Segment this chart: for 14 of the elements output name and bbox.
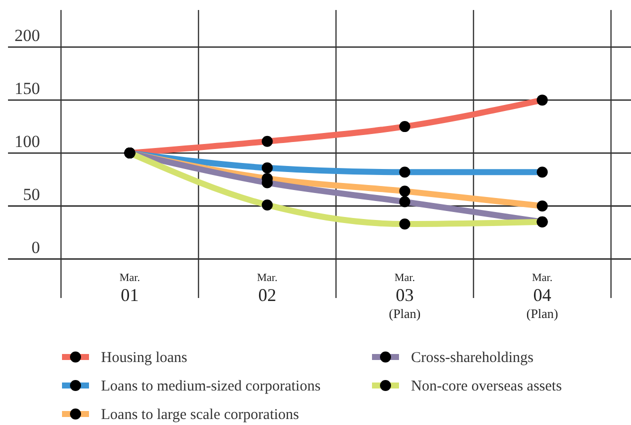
x-tick-label: Mar. 01: [120, 272, 140, 305]
y-tick-label: 50: [23, 185, 40, 204]
x-tick-label: Mar. 04 (Plan): [526, 272, 558, 321]
legend-label: Cross-shareholdings: [411, 350, 534, 366]
y-tick-label: 150: [14, 79, 40, 98]
legend-label: Loans to medium-sized corporations: [101, 378, 321, 394]
y-tick-label: 0: [32, 238, 40, 257]
legend-label: Housing loans: [101, 350, 188, 366]
y-tick-label: 200: [14, 26, 40, 46]
x-tick-label: Mar. 02: [257, 272, 278, 305]
x-tick-label: Mar. 03 (Plan): [388, 272, 421, 321]
legend-label: Non-core overseas assets: [411, 378, 562, 394]
y-tick-label: 100: [14, 132, 40, 152]
legend-label: Loans to large scale corporations: [101, 407, 300, 423]
